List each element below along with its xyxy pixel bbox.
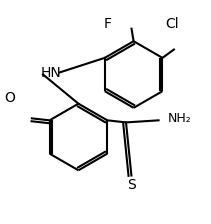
Text: O: O [4, 91, 15, 106]
Text: HN: HN [41, 67, 62, 80]
Text: Cl: Cl [165, 17, 179, 30]
Text: S: S [127, 178, 136, 192]
Text: F: F [104, 17, 112, 30]
Text: NH₂: NH₂ [168, 112, 192, 125]
